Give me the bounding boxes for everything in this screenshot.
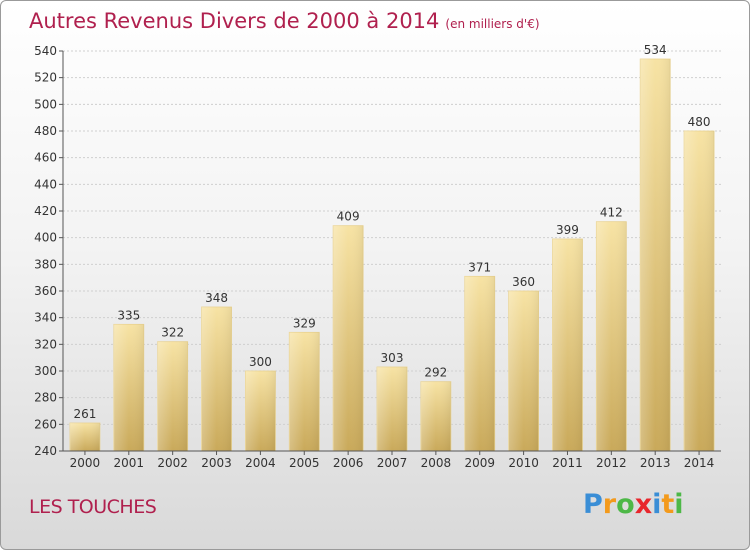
value-label: 534	[644, 43, 667, 57]
y-tick-label: 500	[34, 97, 57, 111]
y-tick-label: 280	[34, 391, 57, 405]
bar-shade	[289, 332, 320, 451]
value-label: 399	[556, 223, 579, 237]
value-labels: 261 335 322 348 300 329 409 303 292 371 360 399 412 5…	[73, 43, 710, 421]
proxiti-logo[interactable]: Proxiti	[583, 489, 684, 520]
bar-shade	[377, 367, 407, 451]
title-text: Autres Revenus Divers de 2000 à 2014	[29, 9, 440, 33]
y-tick-label: 440	[34, 177, 57, 191]
bar-shade	[508, 291, 539, 451]
logo-letter: t	[661, 489, 675, 520]
value-label: 480	[688, 115, 711, 129]
x-axis: 2000 2001 2002 2003 2004 2005 2006 2007 2008 2009…	[63, 450, 721, 470]
y-tick-label: 260	[34, 417, 57, 431]
value-label: 322	[161, 326, 184, 340]
x-tick-label: 2012	[596, 456, 627, 470]
y-tick-label: 420	[34, 204, 57, 218]
bar-shade	[684, 131, 715, 451]
x-tick-label: 2002	[157, 456, 188, 470]
value-label: 335	[117, 308, 140, 322]
x-tick-label: 2014	[684, 456, 715, 470]
title-unit: (en milliers d'€)	[445, 17, 540, 31]
value-label: 348	[205, 291, 228, 305]
y-axis: 240 260 280 300 320 340 360 380 400 420 440 460 480 5…	[34, 44, 64, 458]
bar-shade	[420, 381, 451, 451]
x-tick-label: 2010	[508, 456, 539, 470]
value-label: 371	[468, 260, 491, 274]
value-label: 292	[424, 366, 447, 380]
y-tick-label: 320	[34, 337, 57, 351]
value-label: 303	[381, 351, 404, 365]
bars	[69, 58, 715, 452]
x-tick-label: 2005	[289, 456, 320, 470]
x-tick-label: 2004	[245, 456, 276, 470]
bar-shade	[157, 341, 188, 451]
y-tick-label: 340	[34, 311, 57, 325]
bar-shade	[245, 371, 276, 451]
logo-letter: P	[583, 489, 603, 520]
commune-name: LES TOUCHES	[29, 496, 157, 518]
y-tick-label: 360	[34, 284, 57, 298]
y-tick-label: 240	[34, 444, 57, 458]
x-tick-label: 2007	[377, 456, 408, 470]
bar-shade	[113, 324, 144, 451]
value-label: 412	[600, 206, 623, 220]
y-tick-label: 540	[34, 44, 57, 58]
y-tick-label: 400	[34, 231, 57, 245]
bar-shade	[333, 225, 364, 451]
value-label: 261	[73, 407, 96, 421]
y-tick-label: 460	[34, 151, 57, 165]
bar-shade	[69, 423, 100, 451]
bar-shade	[596, 221, 627, 451]
x-tick-label: 2003	[201, 456, 232, 470]
value-label: 360	[512, 275, 535, 289]
bar-shade	[201, 307, 232, 451]
chart-title: Autres Revenus Divers de 2000 à 2014 (en …	[29, 9, 540, 33]
bar-shade	[464, 276, 495, 451]
y-tick-label: 300	[34, 364, 57, 378]
x-tick-label: 2006	[333, 456, 364, 470]
logo-letter: i	[674, 489, 684, 520]
x-tick-label: 2008	[421, 456, 452, 470]
value-label: 409	[337, 210, 360, 224]
logo-letter: o	[616, 489, 635, 520]
x-tick-label: 2011	[552, 456, 583, 470]
logo-letter: i	[652, 489, 662, 520]
y-tick-label: 480	[34, 124, 57, 138]
bar-shade	[640, 59, 671, 451]
x-tick-label: 2000	[70, 456, 101, 470]
logo-letter: x	[634, 489, 653, 520]
value-label: 300	[249, 355, 272, 369]
y-tick-label: 520	[34, 71, 57, 85]
x-tick-label: 2001	[114, 456, 145, 470]
logo-letter: r	[602, 489, 617, 520]
value-label: 329	[293, 316, 316, 330]
bar-shade	[552, 239, 583, 451]
x-tick-label: 2009	[464, 456, 495, 470]
x-tick-label: 2013	[640, 456, 671, 470]
y-tick-label: 380	[34, 257, 57, 271]
